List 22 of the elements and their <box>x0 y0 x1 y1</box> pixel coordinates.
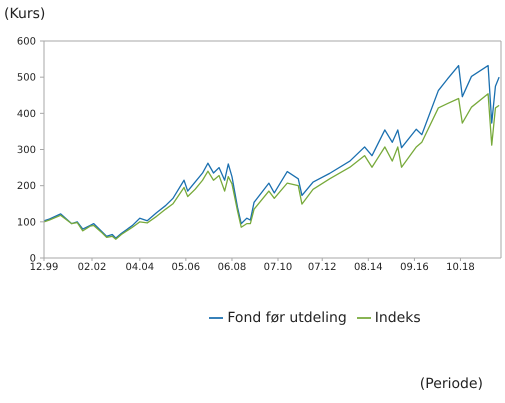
line-series <box>44 64 500 239</box>
x-tick-label: 09.16 <box>400 262 429 274</box>
y-axis-title: (Kurs) <box>4 6 46 22</box>
legend-label: Fond før utdeling <box>227 310 347 326</box>
legend-label: Indeks <box>374 310 421 326</box>
x-tick-label: 07.12 <box>308 262 337 274</box>
y-tick-label: 200 <box>16 181 36 192</box>
text: (Periode) <box>420 376 483 392</box>
y-tick-label: 600 <box>16 36 36 48</box>
line-series <box>44 93 500 240</box>
x-tick-label: 07.10 <box>264 262 292 274</box>
x-tick-label: 10.18 <box>446 262 475 274</box>
y-tick-label: 100 <box>16 217 36 228</box>
x-tick-label: 04.04 <box>126 262 154 274</box>
y-tick-label: 400 <box>16 108 36 120</box>
x-tick-label: 05.06 <box>172 262 200 274</box>
y-tick-label: 300 <box>16 145 36 156</box>
x-tick-label: 02.02 <box>78 262 106 274</box>
y-tick-label: 500 <box>16 72 36 84</box>
x-tick-label: 06.08 <box>218 262 246 274</box>
x-tick-label: 08.14 <box>354 262 383 274</box>
x-tick-label: 12.99 <box>30 262 58 274</box>
